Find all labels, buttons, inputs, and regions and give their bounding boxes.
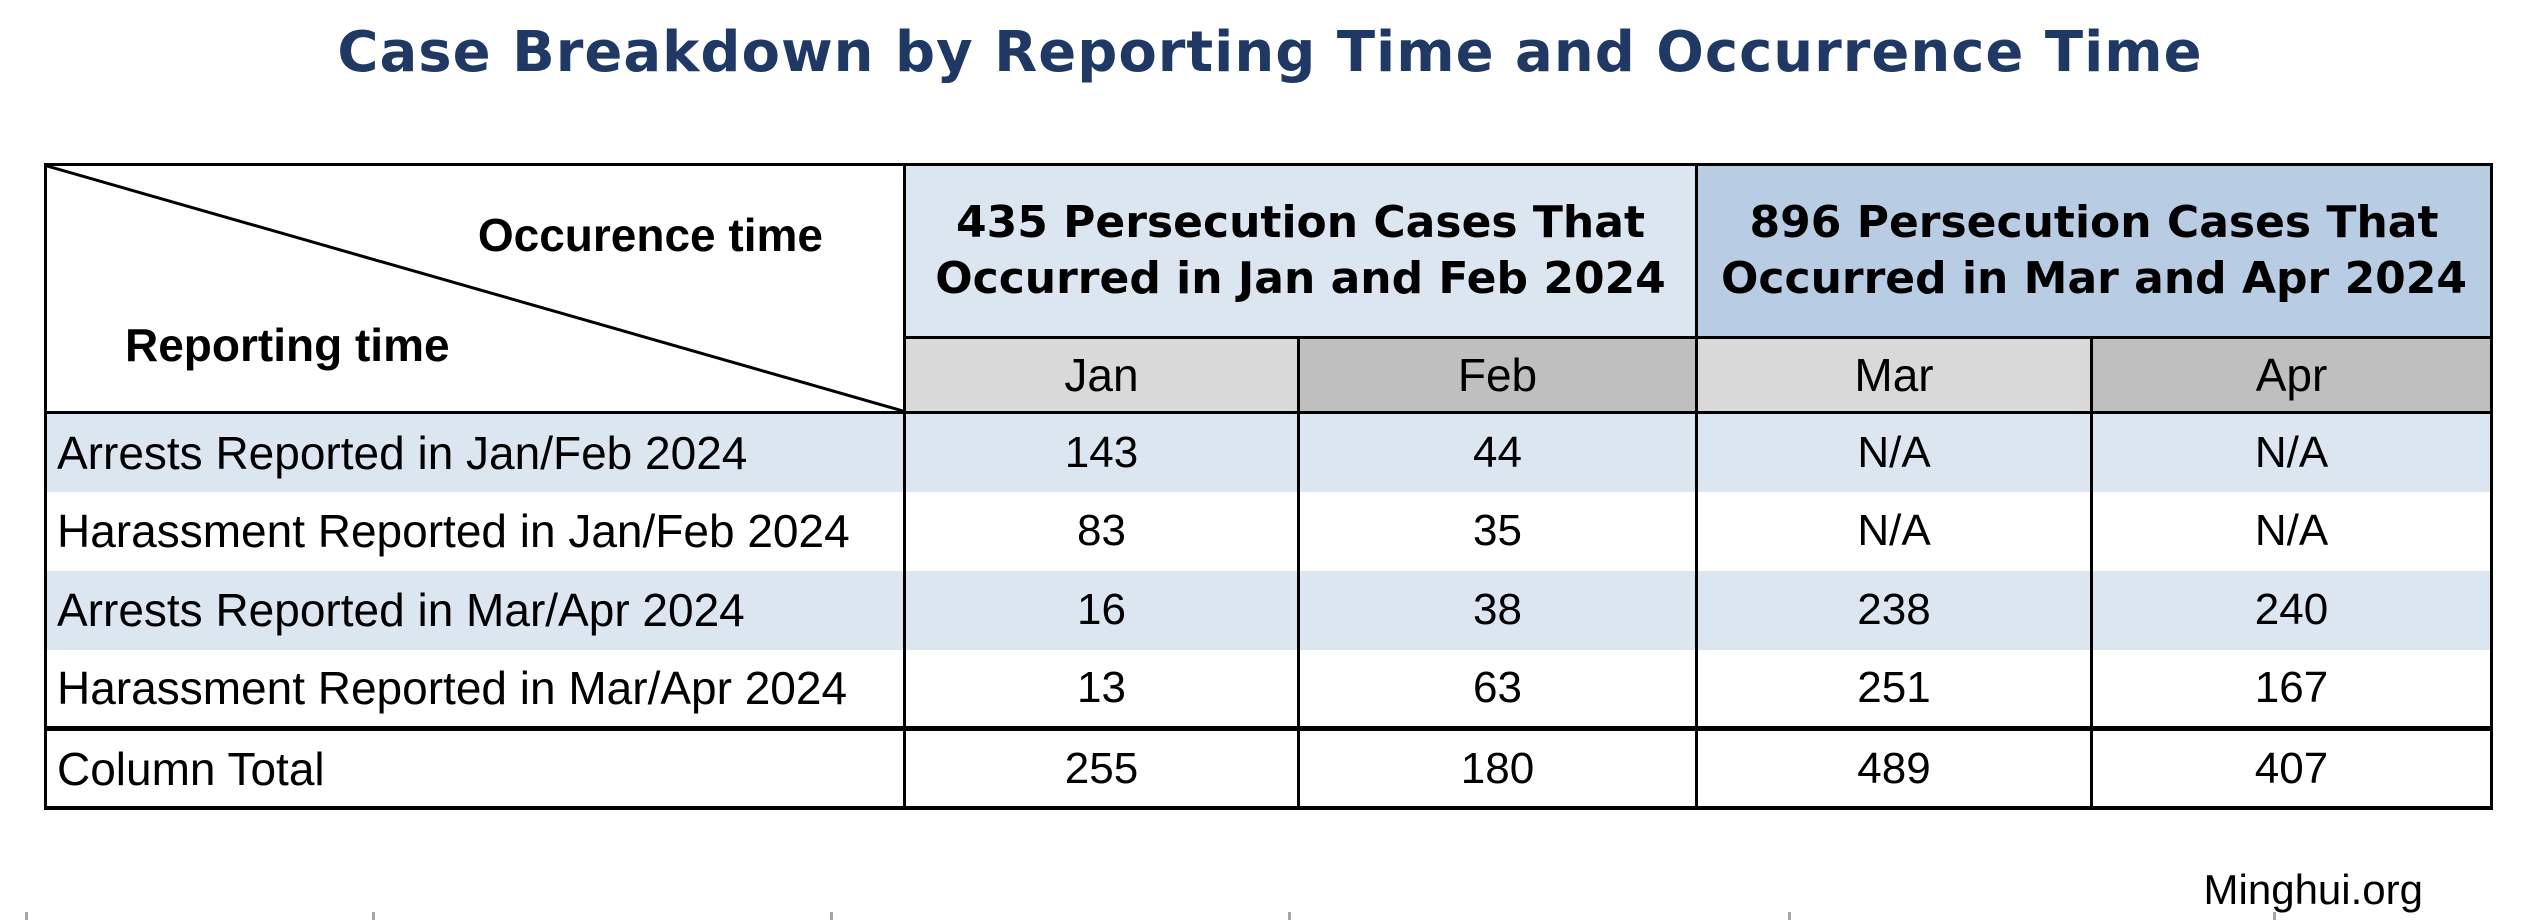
page-title: Case Breakdown by Reporting Time and Occ…: [337, 20, 2203, 85]
month-header-apr: Apr: [2090, 337, 2492, 414]
cell-value: 238: [1695, 570, 2092, 650]
bottom-tick: [372, 912, 375, 920]
case-table-container: Occurence time Reporting time 435 Persec…: [44, 163, 2494, 810]
diagonal-divider: [47, 166, 903, 411]
group-header-marapr-line2: Occurred in Mar and Apr 2024: [1721, 253, 2468, 304]
total-value: 180: [1296, 726, 1697, 808]
cell-value: 44: [1296, 412, 1697, 492]
cell-value: 35: [1296, 491, 1697, 571]
diagonal-divider-line: [47, 166, 903, 411]
month-header-row: Jan Feb Mar Apr: [46, 337, 2492, 414]
row-label: Harassment Reported in Mar/Apr 2024: [45, 649, 905, 729]
bottom-tick: [830, 912, 833, 920]
row-label: Arrests Reported in Mar/Apr 2024: [45, 570, 905, 650]
cell-value: N/A: [1695, 491, 2092, 571]
cell-value: 240: [2090, 570, 2492, 650]
row-label: Harassment Reported in Jan/Feb 2024: [45, 491, 905, 571]
bottom-tick: [1288, 912, 1291, 920]
month-header-jan: Jan: [903, 337, 1299, 414]
group-header-janfeb-line1: 435 Persecution Cases That: [956, 197, 1645, 248]
month-header-mar: Mar: [1695, 337, 2092, 414]
table-row-harassment-marapr: Harassment Reported in Mar/Apr 2024 13 6…: [45, 649, 2492, 729]
bottom-tick: [2273, 912, 2276, 920]
cell-value: 13: [903, 649, 1299, 729]
total-value: 489: [1695, 726, 2092, 808]
cell-value: N/A: [2090, 491, 2492, 571]
group-header-marapr: 896 Persecution Cases That Occurred in M…: [1695, 164, 2492, 339]
table-row-column-total: Column Total 255 180 489 407: [45, 726, 2492, 808]
total-value: 407: [2090, 726, 2492, 808]
group-header-janfeb-line2: Occurred in Jan and Feb 2024: [935, 253, 1666, 304]
table-row-arrests-marapr: Arrests Reported in Mar/Apr 2024 16 38 2…: [45, 570, 2492, 650]
cell-value: 63: [1296, 649, 1697, 729]
occurrence-time-label: Occurence time: [477, 209, 823, 261]
corner-header-cell: Occurence time Reporting time: [45, 164, 906, 414]
cell-value: N/A: [2090, 412, 2492, 492]
cell-value: 16: [903, 570, 1299, 650]
source-credit: Minghui.org: [2203, 866, 2423, 913]
cell-value: 83: [903, 491, 1299, 571]
cell-value: 251: [1695, 649, 2092, 729]
total-value: 255: [903, 726, 1299, 808]
bottom-tick: [1788, 912, 1791, 920]
reporting-time-label: Reporting time: [125, 319, 450, 371]
month-header-feb: Feb: [1296, 337, 1697, 414]
group-header-row: Occurence time Reporting time 435 Persec…: [45, 164, 2492, 414]
cell-value: 167: [2090, 649, 2492, 729]
cell-value: 38: [1296, 570, 1697, 650]
group-header-janfeb: 435 Persecution Cases That Occurred in J…: [902, 164, 1697, 339]
case-breakdown-table: Occurence time Reporting time 435 Persec…: [44, 163, 2494, 810]
row-label: Arrests Reported in Jan/Feb 2024: [45, 412, 905, 492]
group-header-marapr-line1: 896 Persecution Cases That: [1749, 197, 2439, 248]
cell-value: 143: [903, 412, 1299, 492]
cell-value: N/A: [1695, 412, 2092, 492]
table-row-harassment-janfeb: Harassment Reported in Jan/Feb 2024 83 3…: [45, 491, 2492, 571]
total-row-label: Column Total: [45, 726, 905, 808]
table-row-arrests-janfeb: Arrests Reported in Jan/Feb 2024 143 44 …: [45, 412, 2492, 492]
bottom-tick: [25, 912, 28, 920]
